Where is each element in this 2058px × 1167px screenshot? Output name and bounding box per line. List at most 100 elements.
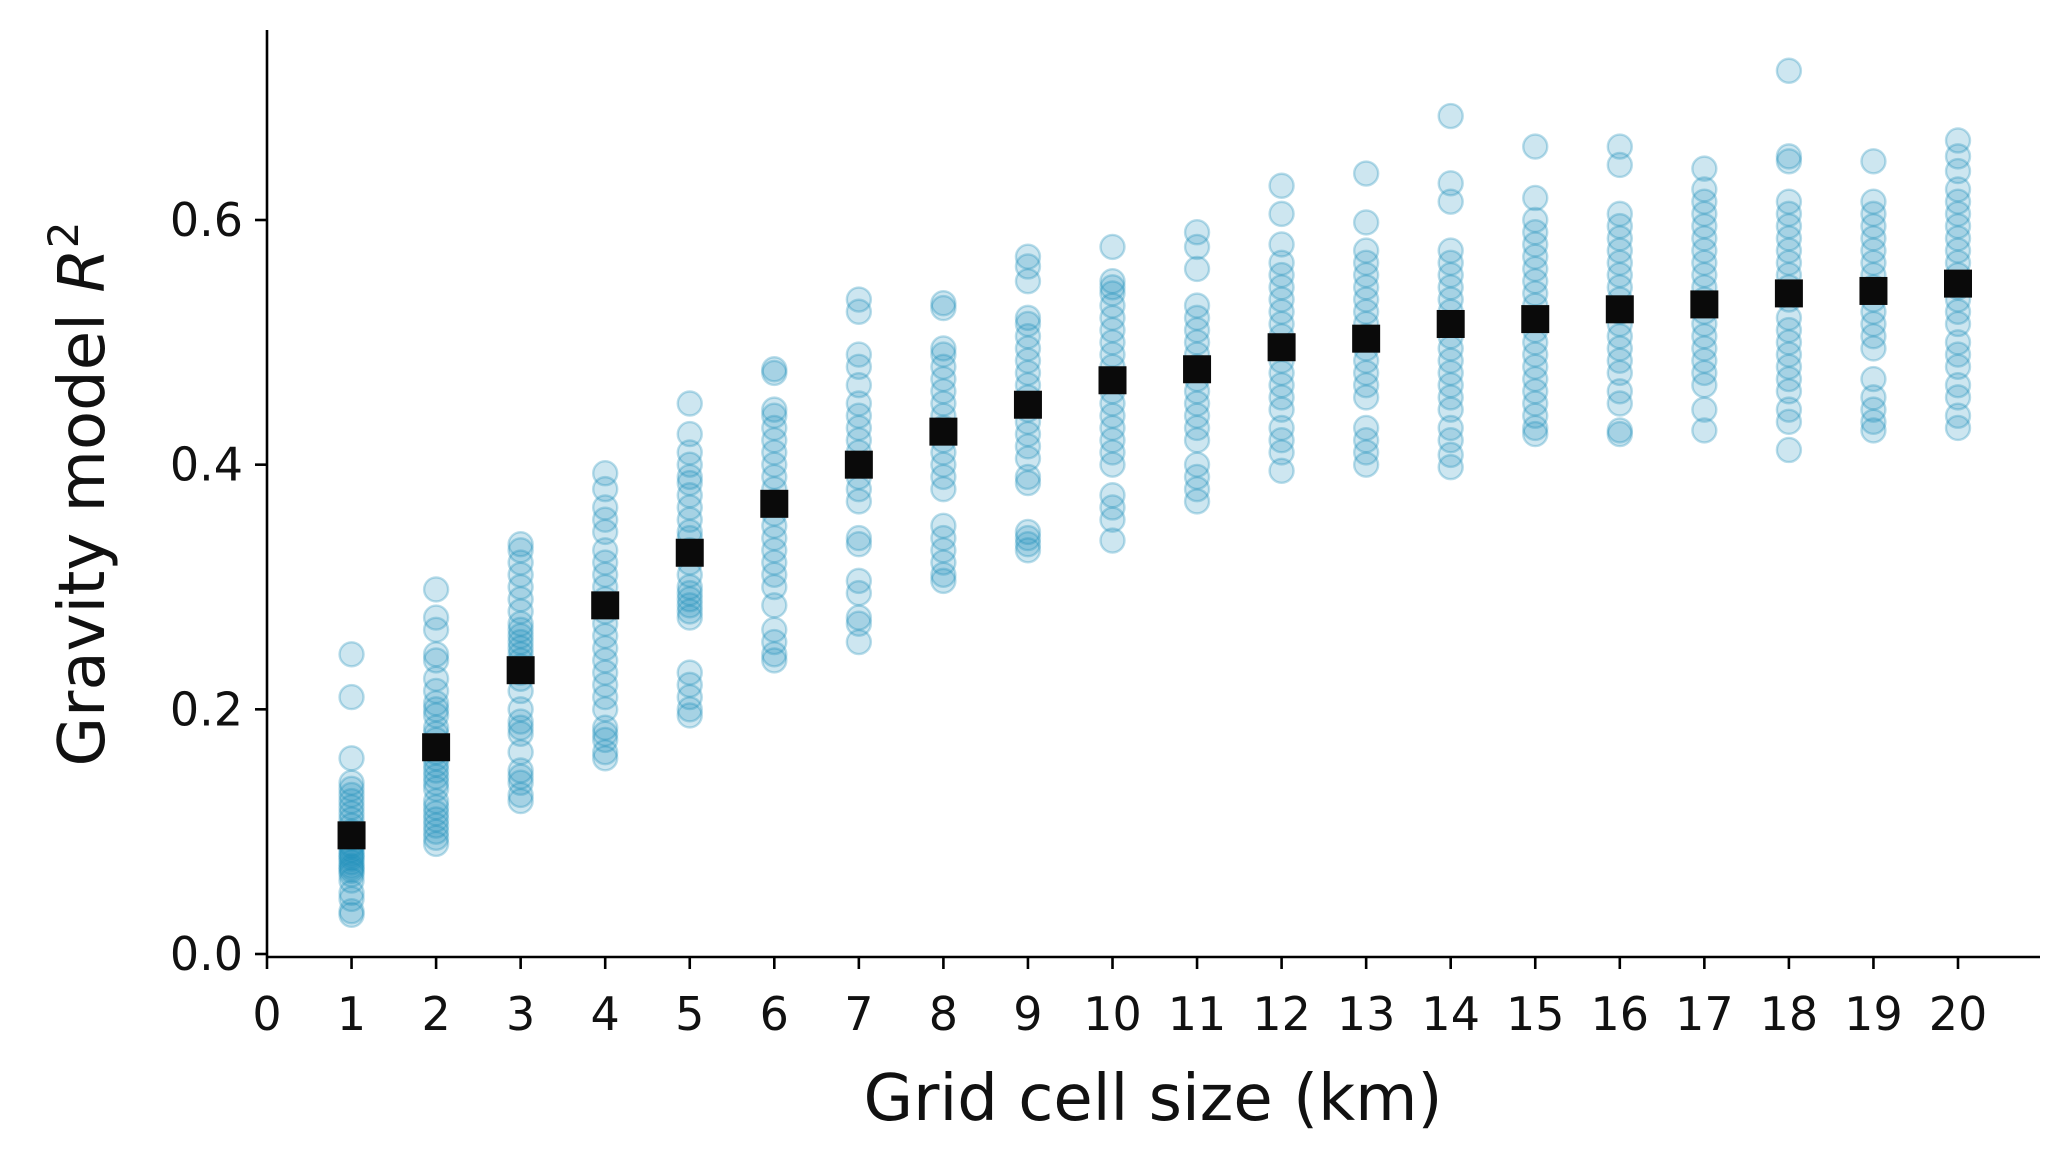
sample-point-14-1 (1437, 170, 1464, 197)
sample-point-6-15 (761, 549, 788, 576)
sample-point-11-11 (1183, 390, 1211, 417)
sample-point-10-21 (1099, 527, 1126, 554)
sample-point-14-13 (1437, 359, 1464, 387)
sample-point-7-1 (845, 298, 873, 325)
y-axis-label-text: Gravity model (46, 293, 120, 767)
sample-point-6-2 (761, 396, 788, 423)
sample-point-20-8 (1944, 237, 1972, 264)
sample-point-2-6 (422, 677, 450, 705)
sample-point-5-24 (676, 702, 703, 729)
mean-marker-5 (675, 538, 704, 567)
mean-marker-7 (844, 450, 873, 479)
sample-point-12-5 (1268, 274, 1295, 301)
sample-point-16-19 (1606, 420, 1634, 448)
sample-point-7-3 (845, 353, 873, 380)
sample-point-10-16 (1099, 439, 1126, 466)
sample-point-12-13 (1268, 371, 1295, 399)
x-tick-label-17: 17 (1675, 987, 1734, 1041)
x-tick-label-1: 1 (337, 987, 366, 1041)
sample-point-19-11 (1860, 310, 1887, 338)
sample-point-2-8 (422, 696, 450, 723)
sample-point-20-1 (1944, 143, 1972, 170)
sample-point-13-16 (1352, 427, 1380, 454)
x-tick-label-5: 5 (675, 987, 704, 1041)
mean-marker-3 (506, 656, 535, 685)
sample-point-8-17 (930, 537, 957, 564)
sample-point-9-3 (1014, 304, 1042, 332)
sample-point-7-14 (845, 524, 873, 552)
sample-point-17-14 (1691, 335, 1718, 362)
sample-point-5-15 (676, 579, 703, 607)
x-tick-label-16: 16 (1591, 987, 1650, 1041)
sample-point-2-9 (422, 702, 450, 729)
sample-point-14-5 (1437, 261, 1464, 289)
sample-point-3-19 (507, 708, 534, 735)
sample-point-10-14 (1099, 414, 1126, 442)
sample-point-17-16 (1691, 359, 1718, 387)
sample-point-1-29 (338, 901, 365, 929)
sample-point-1-22 (338, 855, 365, 882)
y-axis-label: Gravity model R2 (39, 222, 120, 767)
sample-point-20-21 (1944, 414, 1972, 442)
sample-point-19-5 (1860, 237, 1887, 264)
sample-point-9-19 (1014, 524, 1042, 552)
sample-point-13-18 (1352, 451, 1380, 478)
sample-point-15-6 (1522, 255, 1549, 283)
sample-point-7-5 (845, 390, 873, 417)
sample-point-4-0 (592, 460, 619, 487)
sample-point-16-6 (1606, 249, 1634, 277)
sample-point-9-0 (1014, 243, 1042, 270)
sample-point-4-13 (592, 634, 619, 662)
sample-point-11-13 (1183, 414, 1211, 442)
sample-point-7-20 (845, 628, 873, 656)
sample-point-8-0 (930, 289, 957, 317)
sample-point-2-23 (422, 800, 450, 827)
sample-point-3-23 (507, 757, 534, 784)
sample-point-17-7 (1691, 249, 1718, 277)
sample-point-4-23 (592, 745, 619, 772)
sample-point-16-2 (1606, 200, 1634, 228)
sample-point-15-5 (1522, 243, 1549, 270)
sample-point-11-14 (1183, 427, 1211, 454)
y-tick-label-0.6: 0.6 (170, 193, 243, 247)
sample-point-6-16 (761, 561, 788, 588)
sample-point-6-21 (761, 641, 788, 668)
sample-point-2-18 (422, 763, 450, 790)
mean-marker-13 (1352, 324, 1381, 353)
sample-point-6-3 (761, 402, 788, 429)
mean-marker-2 (422, 733, 451, 762)
sample-point-10-19 (1099, 494, 1126, 521)
sample-point-13-7 (1352, 298, 1380, 325)
sample-point-15-4 (1522, 231, 1549, 258)
sample-point-12-14 (1268, 384, 1295, 411)
sample-point-15-17 (1522, 390, 1549, 417)
x-tick-label-19: 19 (1844, 987, 1903, 1041)
sample-point-5-21 (676, 671, 703, 699)
sample-point-10-18 (1099, 482, 1126, 509)
sample-point-13-13 (1352, 371, 1380, 399)
sample-point-19-13 (1860, 335, 1887, 362)
sample-point-16-4 (1606, 225, 1634, 252)
sample-point-14-18 (1437, 427, 1464, 454)
mean-marker-20 (1944, 269, 1972, 298)
sample-point-11-15 (1183, 451, 1211, 478)
sample-point-3-2 (507, 549, 534, 576)
x-axis-label: Grid cell size (km) (864, 1062, 1443, 1136)
sample-point-18-1 (1775, 143, 1803, 170)
sample-point-11-3 (1183, 292, 1211, 319)
x-tick-label-6: 6 (760, 987, 789, 1041)
x-tick-label-9: 9 (1013, 987, 1042, 1041)
sample-point-14-3 (1437, 237, 1464, 264)
sample-point-10-3 (1099, 280, 1126, 307)
sample-point-2-1 (422, 604, 450, 631)
sample-point-12-2 (1268, 231, 1295, 258)
sample-point-7-13 (845, 488, 873, 515)
sample-point-1-20 (338, 849, 365, 876)
sample-point-11-2 (1183, 255, 1211, 283)
mean-marker-15 (1521, 305, 1550, 334)
sample-point-4-16 (592, 671, 619, 699)
sample-point-3-21 (507, 720, 534, 747)
sample-point-18-14 (1775, 329, 1803, 356)
sample-point-14-0 (1437, 102, 1464, 130)
sample-point-16-17 (1606, 390, 1634, 417)
